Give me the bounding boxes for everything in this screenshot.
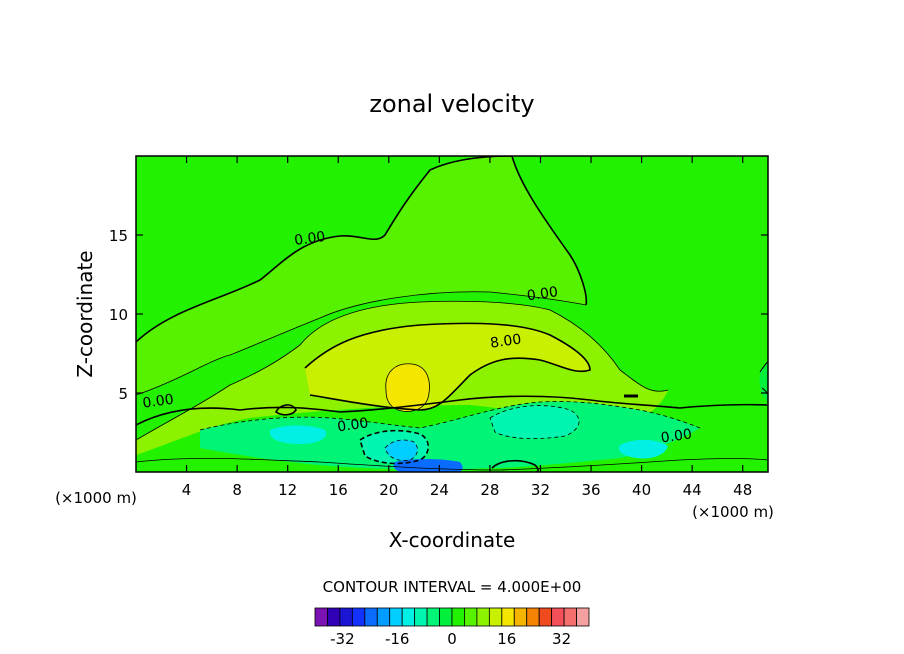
y-axis-label: Z-coordinate <box>73 250 97 377</box>
x-unit-label-left: (×1000 m) <box>55 489 137 507</box>
colorbar-swatch <box>339 607 353 627</box>
contour-interval-label: CONTOUR INTERVAL = 4.000E+00 <box>323 578 582 596</box>
region-neg-small-b <box>618 439 668 459</box>
plot-area: 0.00 0.00 8.00 0.00 0.00 0.00 <box>136 156 768 472</box>
contour-neg-12 <box>384 439 418 461</box>
x-tick-label: 44 <box>683 481 702 499</box>
region-neg-12-16 <box>393 459 463 472</box>
x-tick-label: 4 <box>182 481 192 499</box>
x-axis: 4 8 12 16 20 24 28 32 36 40 44 48 <box>182 156 752 499</box>
colorbar-tick-label: -32 <box>330 630 355 648</box>
colorbar-tick-label: 32 <box>552 630 571 648</box>
colorbar-tick-label: 0 <box>447 630 457 648</box>
contour-zero-upper <box>136 156 588 343</box>
x-axis-label: X-coordinate <box>389 528 516 552</box>
colorbar-swatch <box>576 607 590 627</box>
contour-12 <box>385 363 430 412</box>
contour-right-edge <box>759 360 768 396</box>
colorbar-swatch <box>563 607 577 627</box>
contour-label: 0.00 <box>660 426 693 446</box>
x-unit-label-right: (×1000 m) <box>692 503 774 521</box>
y-tick-label: 15 <box>109 227 128 245</box>
region-neg-4-8-a <box>490 405 580 439</box>
colorbar-swatch <box>439 607 453 627</box>
contour-4 <box>136 291 587 396</box>
x-tick-label: 40 <box>632 481 651 499</box>
colorbar-swatch <box>476 607 490 627</box>
contour-labels: 0.00 0.00 8.00 0.00 0.00 0.00 <box>142 229 693 447</box>
colorbar-tick-label: -16 <box>385 630 410 648</box>
y-tick-label: 5 <box>118 385 128 403</box>
contour-small-loop <box>274 404 297 416</box>
colorbar-swatch <box>327 607 341 627</box>
colorbar-swatch <box>488 607 503 627</box>
x-tick-label: 20 <box>379 481 398 499</box>
contour-label: 0.00 <box>526 284 559 304</box>
colorbar <box>314 607 590 627</box>
colorbar-swatch <box>464 607 478 627</box>
region-8-12 <box>305 323 590 410</box>
colorbar-swatch <box>364 607 378 627</box>
contour-neg-8-b <box>359 429 430 465</box>
contour-label: 0.00 <box>336 415 369 435</box>
colorbar-tick-labels: -32 -16 0 16 32 <box>330 630 571 648</box>
colorbar-swatch <box>401 607 416 627</box>
colorbar-swatch <box>551 607 565 627</box>
chart-title: zonal velocity <box>369 90 534 118</box>
colorbar-swatch <box>501 607 515 627</box>
contour-8 <box>304 322 591 411</box>
contour-zero-lower <box>136 395 768 426</box>
contour-label: 8.00 <box>489 332 522 352</box>
x-tick-label: 8 <box>232 481 242 499</box>
x-tick-label: 36 <box>581 481 600 499</box>
x-tick-label: 12 <box>278 481 297 499</box>
colorbar-swatch <box>389 607 403 627</box>
colorbar-swatch <box>526 607 540 627</box>
x-tick-label: 48 <box>733 481 752 499</box>
x-tick-label: 32 <box>531 481 550 499</box>
colorbar-swatch <box>426 607 440 627</box>
contour-neg-8-a <box>489 405 580 440</box>
colorbar-swatch <box>451 607 465 627</box>
y-tick-label: 10 <box>109 306 128 324</box>
contour-label: 0.00 <box>293 229 326 249</box>
contour-bottom <box>136 458 768 471</box>
contour-6 <box>136 300 669 441</box>
region-0-4 <box>136 156 587 395</box>
x-tick-label: 24 <box>430 481 449 499</box>
y-axis: 5 10 15 <box>109 227 768 403</box>
colorbar-swatch <box>314 607 328 627</box>
colorbar-tick-label: 16 <box>497 630 516 648</box>
colorbar-swatch <box>538 607 553 627</box>
colorbar-swatch <box>414 607 428 627</box>
region-neg-8-12 <box>385 440 418 461</box>
x-tick-label: 28 <box>480 481 499 499</box>
x-tick-label: 16 <box>329 481 348 499</box>
colorbar-swatch <box>376 607 391 627</box>
region-neg-small-a <box>269 425 327 444</box>
region-12-16 <box>385 363 430 412</box>
contour-neg-4 <box>199 401 701 431</box>
colorbar-swatch <box>513 607 528 627</box>
colorbar-swatch <box>351 607 366 627</box>
contour-label: 0.00 <box>142 392 175 412</box>
